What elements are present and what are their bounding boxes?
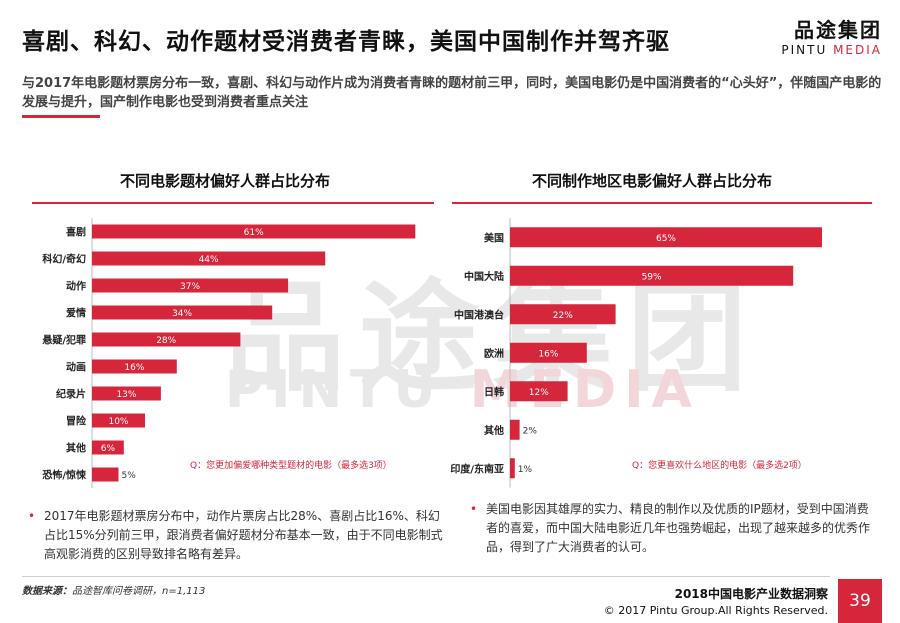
source-label: 数据来源：	[22, 586, 72, 597]
value-label: 5%	[122, 471, 137, 481]
logo-en-a: PINTU	[781, 43, 834, 57]
value-label: 6%	[101, 444, 116, 454]
value-label: 16%	[538, 349, 558, 359]
bar	[92, 413, 145, 428]
value-label: 65%	[656, 234, 676, 244]
brand-logo: 品途集团 PINTU MEDIA	[781, 14, 882, 57]
bullet-right: • 美国电影因其雄厚的实力、精良的制作以及优质的IP题材，受到中国消费者的喜爱，而…	[470, 500, 876, 557]
category-label: 科幻/奇幻	[42, 253, 86, 266]
bar	[510, 419, 520, 440]
category-label: 其他	[484, 424, 504, 437]
bullet-text-right: 美国电影因其雄厚的实力、精良的制作以及优质的IP题材，受到中国消费者的喜爱，而中…	[486, 502, 871, 554]
value-label: 61%	[244, 228, 264, 238]
page-subtitle: 与2017年电影题材票房分布一致，喜剧、科幻与动作片成为消费者青睐的题材前三甲，…	[22, 76, 882, 110]
chart-title-region: 不同制作地区电影偏好人群占比分布	[532, 172, 773, 190]
value-label: 22%	[553, 311, 573, 321]
bar	[92, 224, 416, 239]
value-label: 12%	[529, 388, 549, 398]
category-label: 纪录片	[56, 388, 86, 401]
chart-genre: 喜剧 61% 科幻/奇幻 44% 动作 37% 爱情 34% 悬疑/犯罪 28% 动画 16% 纪录片 1…	[41, 218, 416, 488]
bar	[92, 467, 119, 482]
value-label: 10%	[108, 417, 128, 427]
chart-rule-region	[452, 202, 872, 204]
value-label: 37%	[180, 282, 200, 292]
category-label: 喜剧	[66, 226, 86, 239]
logo-en: PINTU MEDIA	[781, 43, 882, 57]
bar	[92, 440, 124, 455]
category-label: 美国	[484, 231, 504, 244]
source-text: 品途智库问卷调研，n=1,113	[72, 586, 206, 597]
bar	[92, 305, 273, 320]
category-label: 爱情	[66, 307, 86, 320]
category-label: 中国港澳台	[454, 308, 504, 321]
value-label: 13%	[116, 390, 136, 400]
value-label: 59%	[642, 272, 662, 282]
category-label: 恐怖/惊悚	[42, 469, 87, 482]
bullet-dot-left: •	[28, 509, 36, 523]
value-label: 28%	[156, 336, 176, 346]
category-label: 动作	[66, 280, 86, 293]
bar	[92, 332, 241, 347]
category-label: 印度/东南亚	[450, 462, 504, 475]
bar	[92, 278, 289, 293]
bullet-left: • 2017年电影题材票房分布中，动作片票房占比28%、喜剧占比16%、科幻占比1…	[28, 507, 444, 564]
logo-en-b: MEDIA	[833, 43, 882, 57]
page-number: 39	[838, 579, 882, 623]
value-label: 44%	[199, 255, 219, 265]
value-label: 2%	[523, 426, 538, 436]
value-label: 34%	[172, 309, 192, 319]
category-label: 冒险	[66, 415, 87, 428]
data-source: 数据来源：品途智库问卷调研，n=1,113	[22, 582, 205, 597]
bar	[92, 359, 177, 374]
chart-note-genre: Q：您更加偏爱哪种类型题材的电影（最多选3项）	[190, 461, 392, 471]
chart-note-region: Q：您更喜欢什么地区的电影（最多选2项）	[632, 461, 807, 471]
footer-rule	[22, 576, 830, 577]
report-name: 2018中国电影产业数据洞察	[674, 587, 828, 601]
bar	[510, 265, 794, 286]
logo-cn: 品途集团	[794, 18, 882, 42]
bar	[510, 458, 515, 479]
category-label: 动画	[66, 361, 86, 374]
bar	[510, 304, 616, 325]
chart-rule-genre	[32, 202, 434, 204]
value-label: 16%	[124, 363, 144, 373]
value-label: 1%	[518, 465, 533, 475]
category-label: 中国大陆	[464, 270, 504, 283]
bar	[92, 251, 326, 266]
bullet-dot-right: •	[470, 502, 478, 516]
category-label: 悬疑/犯罪	[41, 334, 86, 347]
subtitle-underline	[22, 115, 100, 118]
copyright: © 2017 Pintu Group.All Rights Reserved.	[603, 604, 828, 617]
bullet-text-left: 2017年电影题材票房分布中，动作片票房占比28%、喜剧占比16%、科幻占比15…	[44, 509, 443, 561]
bar	[510, 227, 822, 248]
bar	[510, 342, 587, 363]
chart-title-genre: 不同电影题材偏好人群占比分布	[120, 172, 331, 190]
category-label: 日韩	[484, 385, 504, 398]
category-label: 其他	[66, 442, 86, 455]
bar	[92, 386, 161, 401]
category-label: 欧洲	[484, 347, 504, 360]
bar	[510, 381, 568, 402]
page-title: 喜剧、科幻、动作题材受消费者青睐，美国中国制作并驾齐驱	[22, 29, 670, 55]
chart-region: 美国 65% 中国大陆 59% 中国港澳台 22% 欧洲 16% 日韩 12% 其他 2% 印度/东南亚…	[450, 218, 822, 488]
